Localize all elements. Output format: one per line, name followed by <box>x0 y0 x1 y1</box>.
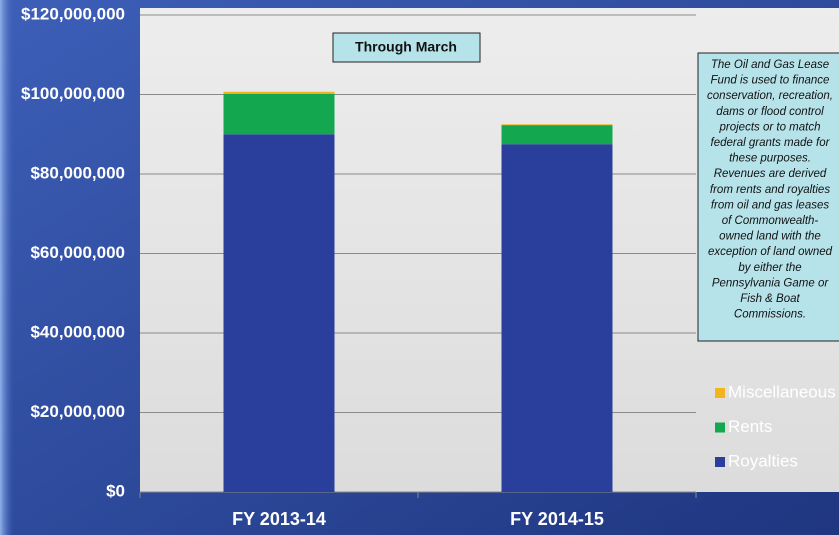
bar-segment <box>501 144 613 492</box>
annotation-line: these purposes. <box>729 153 811 165</box>
annotation-line: exception of land owned <box>708 246 833 258</box>
subtitle: Through March <box>355 39 457 55</box>
y-tick-label: $60,000,000 <box>30 243 125 262</box>
bar-segment <box>223 134 335 492</box>
annotation-line: of Commonwealth- <box>722 215 819 227</box>
bar-segment <box>223 93 335 135</box>
y-tick-label: $120,000,000 <box>21 4 125 23</box>
annotation-box <box>697 52 839 342</box>
annotation-line: projects or to match <box>719 121 821 133</box>
annotation-line: from rents and royalties <box>710 184 830 196</box>
y-tick-label: $20,000,000 <box>30 402 125 421</box>
background-edge <box>0 0 14 535</box>
subtitle-box <box>332 32 481 63</box>
legend-label: Rents <box>728 417 772 436</box>
annotation-line: Commissions. <box>734 309 806 321</box>
annotation-line: owned land with the <box>719 231 821 243</box>
annotation-line: Fund is used to finance <box>711 75 830 87</box>
y-tick-label: $100,000,000 <box>21 84 125 103</box>
annotation-line: Revenues are derived <box>714 168 827 180</box>
legend-swatch <box>715 422 725 433</box>
annotation-line: federal grants made for <box>711 137 831 149</box>
annotation-line: Pennsylvania Game or <box>712 277 830 289</box>
annotation-line: by either the <box>738 262 801 274</box>
legend-label: Royalties <box>728 451 798 470</box>
annotation-line: conservation, recreation, <box>707 90 833 102</box>
legend-swatch <box>715 388 725 398</box>
y-tick-label: $80,000,000 <box>30 163 125 182</box>
x-tick-label: FY 2014-15 <box>510 509 604 529</box>
legend-swatch <box>715 457 725 467</box>
y-tick-label: $0 <box>106 481 125 500</box>
annotation-line: from oil and gas leases <box>711 199 830 211</box>
annotation-line: Fish & Boat <box>740 293 800 305</box>
x-tick-label: FY 2013-14 <box>232 509 326 529</box>
legend-label: Miscellaneous <box>728 382 836 401</box>
y-tick-label: $40,000,000 <box>30 322 125 341</box>
annotation-line: dams or flood control <box>716 106 824 118</box>
bar-segment <box>501 125 613 145</box>
annotation-line: The Oil and Gas Lease <box>711 59 829 71</box>
bar-segment <box>501 124 613 126</box>
bar-segment <box>223 91 335 94</box>
